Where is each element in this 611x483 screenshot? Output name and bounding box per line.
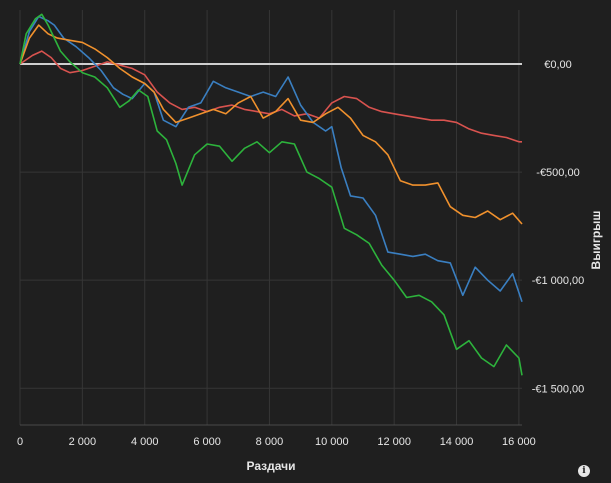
y-axis-ticks: €0,00 -€500,00 -€1 000,00 -€1 500,00 xyxy=(532,59,585,395)
series-lines xyxy=(19,13,523,376)
y-tick-label: -€500,00 xyxy=(536,167,579,179)
x-tick-label: 8 000 xyxy=(256,436,284,448)
y-tick-label: -€1 500,00 xyxy=(532,383,585,395)
x-tick-label: 16 000 xyxy=(502,436,536,448)
series-line-4 xyxy=(19,13,523,376)
x-tick-label: 4 000 xyxy=(131,436,159,448)
info-icon[interactable]: i xyxy=(578,465,590,477)
x-tick-label: 10 000 xyxy=(315,436,349,448)
series-line-1 xyxy=(19,50,522,143)
x-tick-label: 6 000 xyxy=(193,436,221,448)
x-axis-ticks: 0 2 000 4 000 6 000 8 000 10 000 12 000 14 000 1… xyxy=(17,436,536,448)
y-tick-label: €0,00 xyxy=(544,59,572,71)
y-axis-title: Выигрыш xyxy=(589,211,603,270)
x-tick-label: 2 000 xyxy=(69,436,97,448)
grid-lines xyxy=(19,10,522,426)
x-tick-label: 12 000 xyxy=(377,436,411,448)
series-line-2 xyxy=(19,15,523,303)
x-tick-label: 14 000 xyxy=(440,436,474,448)
series-line-3 xyxy=(19,24,523,225)
x-tick-label: 0 xyxy=(17,436,23,448)
y-tick-label: -€1 000,00 xyxy=(532,275,585,287)
x-axis-title: Раздачи xyxy=(247,459,296,473)
